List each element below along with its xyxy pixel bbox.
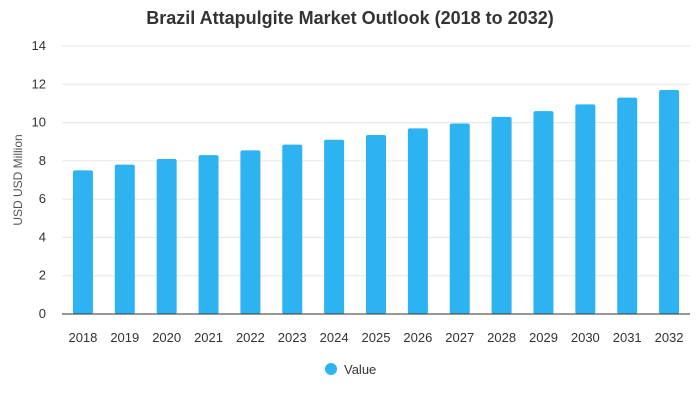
legend-label: Value [344,362,376,377]
bars [72,90,680,315]
x-tick-label: 2019 [110,330,139,345]
x-tick-label: 2023 [278,330,307,345]
bar[interactable] [491,116,512,314]
y-tick-label: 8 [39,153,46,168]
y-tick-label: 0 [39,306,46,321]
legend[interactable]: Value [325,362,376,377]
bar[interactable] [659,90,680,315]
bar[interactable] [282,144,303,314]
x-tick-label: 2020 [152,330,181,345]
y-tick-label: 12 [32,76,46,91]
bar[interactable] [617,97,638,314]
x-tick-label: 2021 [194,330,223,345]
bar[interactable] [198,155,219,314]
y-tick-label: 6 [39,191,46,206]
bar[interactable] [114,164,135,314]
bar[interactable] [449,123,470,315]
x-tick-label: 2026 [403,330,432,345]
bar[interactable] [407,128,428,314]
chart-title: Brazil Attapulgite Market Outlook (2018 … [146,8,554,28]
bar[interactable] [366,135,386,314]
x-tick-label: 2030 [571,330,600,345]
bar[interactable] [72,170,93,314]
x-tick-label: 2024 [320,330,349,345]
x-tick-label: 2032 [655,330,684,345]
bar[interactable] [240,150,261,314]
bar[interactable] [533,111,554,314]
y-axis-ticks: 0 2 4 6 8 10 12 14 [32,38,46,321]
x-tick-label: 2031 [613,330,642,345]
y-axis-title: USD USD Million [11,134,25,225]
x-tick-label: 2029 [529,330,558,345]
x-tick-label: 2022 [236,330,265,345]
x-tick-label: 2018 [68,330,97,345]
x-tick-label: 2025 [362,330,391,345]
x-tick-label: 2028 [487,330,516,345]
bar[interactable] [575,104,596,314]
y-tick-label: 14 [32,38,46,53]
bar[interactable] [156,158,177,314]
y-tick-label: 4 [39,229,46,244]
y-tick-label: 2 [39,268,46,283]
legend-marker-icon [325,363,337,375]
x-tick-label: 2027 [445,330,474,345]
bar[interactable] [324,139,345,314]
x-axis-ticks: 2018 2019 2020 2021 2022 2023 2024 2025 2026 2027… [68,330,683,345]
y-tick-label: 10 [32,115,46,130]
